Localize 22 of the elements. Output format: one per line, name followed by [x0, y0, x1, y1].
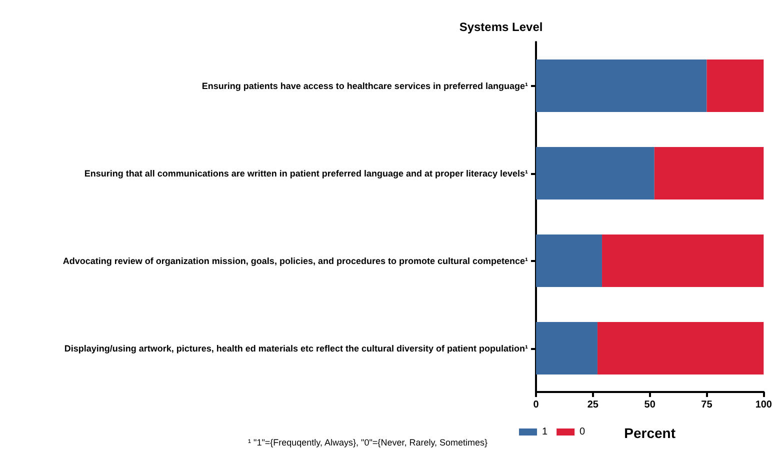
bar [654, 147, 764, 200]
x-tick-label: 25 [587, 400, 599, 410]
x-tick-label: 75 [701, 400, 713, 410]
x-tick-label: 100 [755, 400, 772, 410]
bar [536, 322, 598, 374]
y-tick-label: Displaying/using artwork, pictures, health ed materials etc reflect the cultural diversity of patient population¹ [64, 343, 528, 354]
y-tick-label: Ensuring that all communications are written in patient preferred language and at proper literacy levels¹ [84, 168, 528, 178]
x-tick-label: 0 [533, 400, 540, 410]
bar [536, 60, 707, 112]
chart-title: Systems Level [459, 20, 543, 34]
x-tick-label: 50 [644, 400, 656, 410]
y-tick-label: Ensuring patients have access to healthcare services in preferred language¹ [202, 80, 528, 91]
x-axis-title: Percent [624, 425, 676, 441]
bar [602, 234, 764, 287]
legend-label: 0 [580, 426, 586, 438]
bar [536, 147, 654, 200]
bar [597, 322, 764, 374]
bar [536, 234, 602, 287]
text: ¹ "1"={Frequqently, Always}, "0"={Never, Rarely, Sometimes} [248, 438, 488, 448]
bar [706, 60, 764, 112]
y-tick-label: Advocating review of organization mission, goals, policies, and procedures to promote cultural competence¹ [62, 256, 528, 266]
legend-label: 1 [542, 426, 548, 438]
